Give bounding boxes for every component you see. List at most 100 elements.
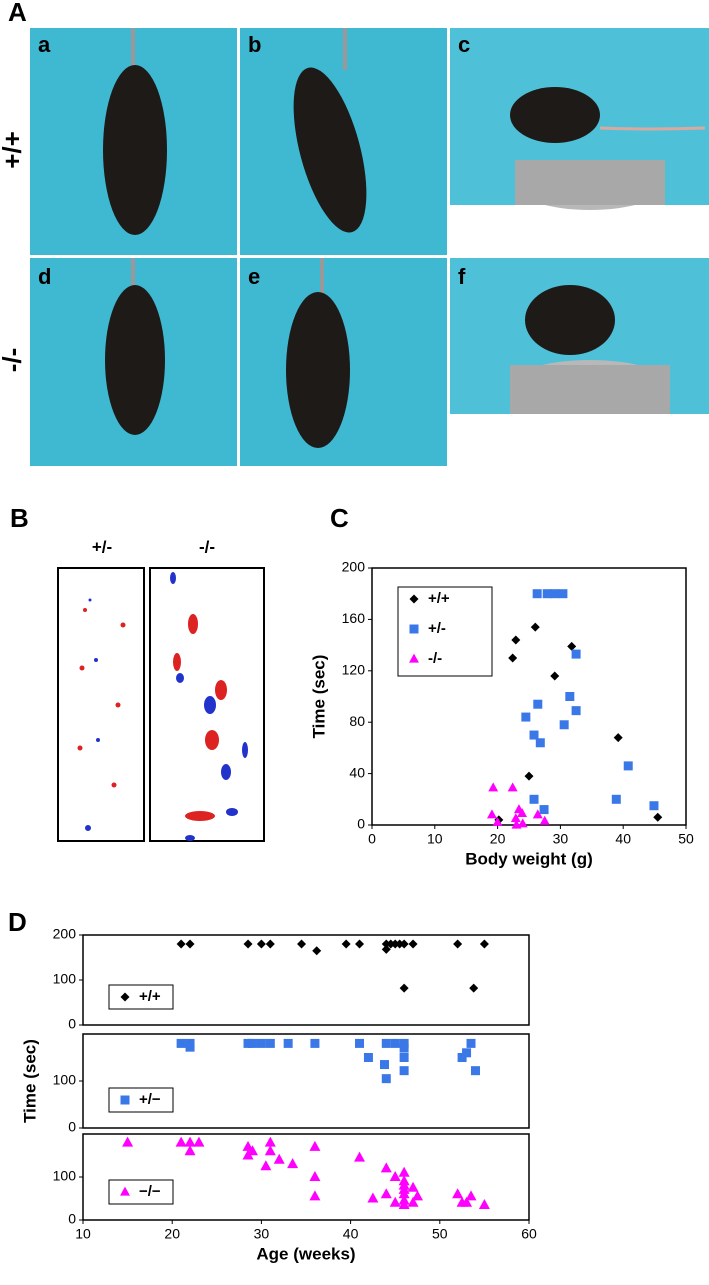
plot-frame <box>82 1133 530 1221</box>
point <box>530 622 540 632</box>
point <box>380 1188 392 1199</box>
point <box>517 818 528 828</box>
y-tick-label: 40 <box>349 764 365 780</box>
point <box>532 589 542 599</box>
legend-marker <box>409 594 419 604</box>
point <box>529 794 539 804</box>
point <box>310 1038 320 1048</box>
point <box>558 589 568 599</box>
legend-label: +/− <box>139 1091 161 1108</box>
point <box>287 1158 299 1169</box>
point <box>184 1136 196 1147</box>
point <box>412 1190 423 1201</box>
x-axis-label: Age (weeks) <box>256 1244 355 1263</box>
point <box>176 939 186 949</box>
plot-frame <box>82 934 530 1026</box>
legend-label: −/− <box>139 1183 161 1200</box>
point <box>529 730 539 740</box>
point <box>297 939 307 949</box>
legend-marker <box>409 653 419 663</box>
point <box>517 808 528 818</box>
point <box>613 733 623 743</box>
point <box>309 1171 321 1181</box>
legend-box <box>108 1179 174 1205</box>
point <box>309 1140 321 1151</box>
legend-box <box>108 984 174 1010</box>
point <box>185 1042 195 1052</box>
column-label: +/- <box>92 537 112 556</box>
panel-label: D <box>8 907 27 937</box>
point <box>185 939 195 949</box>
point <box>265 1038 275 1048</box>
point <box>550 671 560 681</box>
point <box>381 944 391 954</box>
point <box>380 1162 392 1173</box>
point <box>399 1043 409 1053</box>
y-tick-label: 120 <box>342 662 366 678</box>
y-axis-label: Time (sec) <box>309 655 328 739</box>
plot-frame <box>82 1033 530 1129</box>
image-label: a <box>38 32 51 57</box>
point <box>379 1060 389 1070</box>
point <box>452 1188 464 1199</box>
point <box>478 1198 490 1209</box>
point <box>176 1038 186 1048</box>
point <box>539 805 549 815</box>
y-tick-label: 0 <box>357 816 365 832</box>
point <box>510 813 521 823</box>
legend-marker <box>120 1095 130 1105</box>
point <box>649 801 659 811</box>
y-tick-label: 160 <box>342 610 366 626</box>
point <box>242 1149 254 1160</box>
point <box>399 1038 409 1048</box>
column-label: -/- <box>199 537 215 556</box>
row-label: -/- <box>0 348 27 373</box>
point <box>653 812 663 822</box>
point <box>623 761 633 771</box>
point <box>193 1136 205 1147</box>
y-tick-label: 100 <box>53 1072 77 1088</box>
point <box>399 1053 409 1062</box>
point <box>381 1038 391 1048</box>
point <box>611 794 621 804</box>
point <box>508 653 518 663</box>
panel-label: C <box>330 503 349 533</box>
point <box>363 1053 373 1062</box>
point <box>524 771 534 781</box>
point <box>461 1196 473 1207</box>
point <box>465 1190 477 1201</box>
image-label: e <box>248 264 260 289</box>
point <box>535 738 545 748</box>
footprints <box>57 567 265 842</box>
point <box>521 712 531 722</box>
legend-label: +/- <box>428 620 446 637</box>
point <box>247 1038 257 1048</box>
point <box>243 939 253 949</box>
point <box>559 720 569 730</box>
point <box>264 1136 276 1147</box>
x-tick-label: 30 <box>254 1226 270 1242</box>
point <box>265 939 275 949</box>
point <box>571 649 581 659</box>
point <box>479 939 489 949</box>
photos <box>30 28 709 466</box>
x-tick-label: 40 <box>615 831 631 847</box>
legend-marker <box>409 624 419 634</box>
y-tick-label: 80 <box>349 713 365 729</box>
x-tick-label: 20 <box>164 1226 180 1242</box>
point <box>256 939 266 949</box>
point <box>539 815 550 825</box>
point <box>469 983 479 993</box>
point <box>264 1145 276 1156</box>
point <box>309 1190 321 1201</box>
point <box>407 1196 419 1207</box>
point <box>457 1053 467 1062</box>
legend-label: +/+ <box>428 590 450 607</box>
point <box>398 1188 410 1199</box>
x-tick-label: 30 <box>553 831 569 847</box>
point <box>399 939 409 949</box>
x-tick-label: 60 <box>521 1226 537 1242</box>
legend-marker <box>120 992 130 1002</box>
point <box>488 782 499 792</box>
